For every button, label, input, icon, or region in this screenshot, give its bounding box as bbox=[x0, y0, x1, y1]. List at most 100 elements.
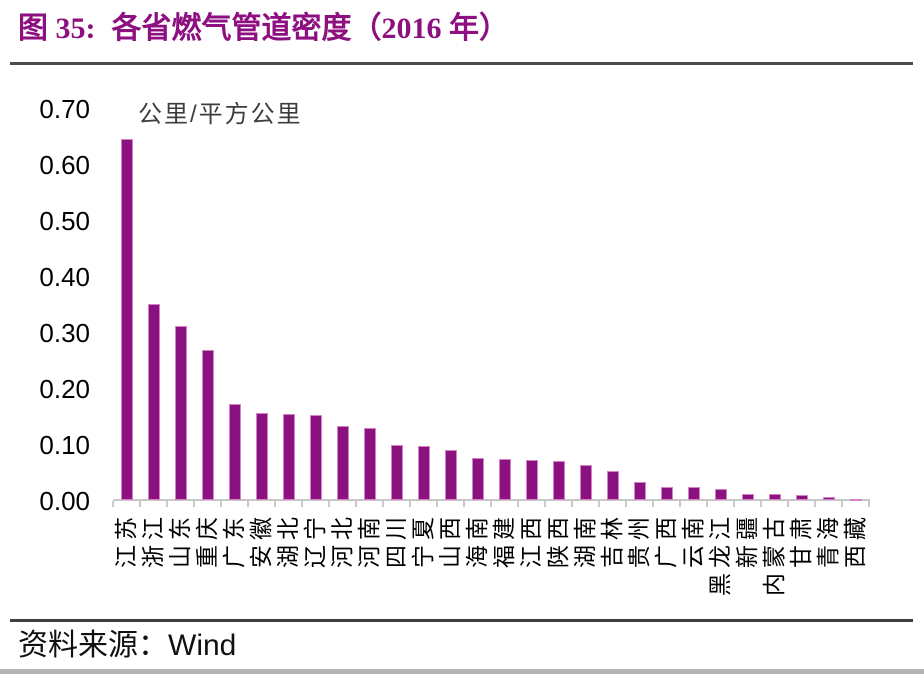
x-axis-line bbox=[113, 499, 870, 501]
x-axis-category-label: 黑龙江 bbox=[708, 512, 733, 596]
y-axis-tick-label: 0.50 bbox=[39, 206, 90, 236]
x-axis-category-label: 河南 bbox=[357, 512, 382, 568]
title-divider-line bbox=[10, 62, 913, 65]
bar-江苏 bbox=[121, 139, 133, 500]
x-axis-tick bbox=[301, 501, 303, 507]
x-axis-tick bbox=[868, 501, 870, 507]
y-axis-tick-label: 0.20 bbox=[39, 374, 90, 404]
bar-海南 bbox=[472, 458, 484, 500]
x-axis-category-label: 江苏 bbox=[114, 512, 139, 568]
bar-山东 bbox=[175, 326, 187, 500]
x-axis-category-label: 安徽 bbox=[249, 512, 274, 568]
bar-安徽 bbox=[256, 413, 268, 500]
y-axis-tick-label: 0.00 bbox=[39, 486, 90, 516]
x-axis-tick bbox=[436, 501, 438, 507]
x-axis-tick bbox=[382, 501, 384, 507]
bar-重庆 bbox=[202, 350, 214, 500]
x-axis-category-label: 辽宁 bbox=[303, 512, 328, 568]
x-axis-category-label: 西藏 bbox=[843, 512, 868, 568]
y-axis-tick-label: 0.30 bbox=[39, 318, 90, 348]
bar-湖北 bbox=[283, 414, 295, 500]
x-axis-tick bbox=[112, 501, 114, 507]
y-axis-unit-label: 公里/平方公里 bbox=[138, 101, 303, 128]
x-axis-category-label: 内蒙古 bbox=[762, 512, 787, 596]
x-axis-category-label: 重庆 bbox=[195, 512, 220, 568]
x-axis-category-label: 山西 bbox=[438, 512, 463, 568]
x-axis-tick bbox=[139, 501, 141, 507]
x-axis-category-label: 福建 bbox=[492, 512, 517, 568]
x-axis-category-label: 贵州 bbox=[627, 512, 652, 568]
x-axis-category-label: 陕西 bbox=[546, 512, 571, 568]
x-axis-category-label: 海南 bbox=[465, 512, 490, 568]
bar-贵州 bbox=[634, 482, 646, 500]
x-axis-tick bbox=[220, 501, 222, 507]
x-axis-tick bbox=[193, 501, 195, 507]
x-axis-category-label: 浙江 bbox=[141, 512, 166, 568]
x-axis-tick bbox=[490, 501, 492, 507]
x-axis-tick bbox=[598, 501, 600, 507]
x-axis-category-label: 青海 bbox=[816, 512, 841, 568]
bar-内蒙古 bbox=[769, 494, 781, 500]
bar-广西 bbox=[661, 487, 673, 500]
bar-浙江 bbox=[148, 304, 160, 500]
bar-宁夏 bbox=[418, 446, 430, 500]
x-axis-category-label: 广东 bbox=[222, 512, 247, 568]
bar-江西 bbox=[526, 460, 538, 500]
bar-陕西 bbox=[553, 461, 565, 500]
figure-title-row: 图 35: 各省燃气管道密度（2016 年） bbox=[18, 11, 509, 47]
x-axis-category-label: 湖南 bbox=[573, 512, 598, 568]
x-axis-category-label: 甘肃 bbox=[789, 512, 814, 568]
x-axis-tick bbox=[625, 501, 627, 507]
source-name: Wind bbox=[168, 629, 237, 662]
x-axis-tick bbox=[706, 501, 708, 507]
x-axis-category-label: 吉林 bbox=[600, 512, 625, 568]
x-axis-category-label: 江西 bbox=[519, 512, 544, 568]
x-axis-tick bbox=[544, 501, 546, 507]
bar-河南 bbox=[364, 428, 376, 500]
x-axis-category-label: 广西 bbox=[654, 512, 679, 568]
page-bottom-edge-line bbox=[0, 669, 924, 674]
x-axis-tick bbox=[247, 501, 249, 507]
bar-云南 bbox=[688, 487, 700, 500]
y-axis-tick-label: 0.40 bbox=[39, 262, 90, 292]
x-axis-tick bbox=[679, 501, 681, 507]
bar-青海 bbox=[823, 497, 835, 500]
x-axis-category-label: 四川 bbox=[384, 512, 409, 568]
x-axis-tick bbox=[328, 501, 330, 507]
x-axis-tick bbox=[652, 501, 654, 507]
x-axis-tick bbox=[814, 501, 816, 507]
x-axis-category-label: 宁夏 bbox=[411, 512, 436, 568]
x-axis-tick bbox=[841, 501, 843, 507]
x-axis-category-label: 云南 bbox=[681, 512, 706, 568]
x-axis-tick bbox=[787, 501, 789, 507]
x-axis-category-label: 河北 bbox=[330, 512, 355, 568]
y-axis-tick-label: 0.70 bbox=[39, 94, 90, 124]
x-axis-category-label: 湖北 bbox=[276, 512, 301, 568]
x-axis-tick bbox=[355, 501, 357, 507]
bar-山西 bbox=[445, 450, 457, 500]
y-axis-tick-label: 0.10 bbox=[39, 430, 90, 460]
bar-福建 bbox=[499, 459, 511, 500]
bar-广东 bbox=[229, 404, 241, 500]
source-divider-line bbox=[10, 619, 913, 622]
bar-甘肃 bbox=[796, 495, 808, 500]
x-axis-tick bbox=[760, 501, 762, 507]
bar-西藏 bbox=[850, 499, 862, 501]
bar-辽宁 bbox=[310, 415, 322, 500]
x-axis-tick bbox=[733, 501, 735, 507]
source-prefix: 资料来源： bbox=[18, 629, 168, 662]
y-axis-tick-label: 0.60 bbox=[39, 150, 90, 180]
x-axis-tick bbox=[463, 501, 465, 507]
bar-黑龙江 bbox=[715, 489, 727, 500]
x-axis-tick bbox=[166, 501, 168, 507]
bar-河北 bbox=[337, 426, 349, 500]
bar-四川 bbox=[391, 445, 403, 500]
figure-title: 各省燃气管道密度（2016 年） bbox=[111, 12, 510, 45]
x-axis-category-label: 新疆 bbox=[735, 512, 760, 568]
bar-吉林 bbox=[607, 471, 619, 500]
source-row: 资料来源：Wind bbox=[18, 628, 236, 664]
x-axis-tick bbox=[274, 501, 276, 507]
bar-新疆 bbox=[742, 494, 754, 500]
figure-number-label: 图 35: bbox=[18, 12, 96, 45]
